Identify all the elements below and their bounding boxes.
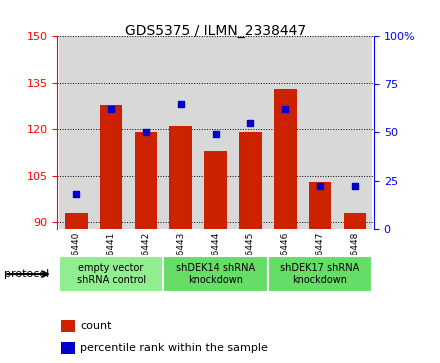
Bar (61, 342, 75, 354)
Bar (59, 256, 163, 292)
Bar (198, 36, 233, 229)
Point (247, 120, 254, 126)
Bar (59, 36, 94, 229)
Bar (61, 320, 75, 333)
Bar (128, 36, 163, 229)
Point (108, 106, 115, 112)
Bar (169, 126, 192, 229)
Bar (100, 105, 122, 229)
Bar (268, 256, 372, 292)
Point (316, 183, 323, 189)
Bar (94, 36, 128, 229)
Text: shDEK17 shRNA
knockdown: shDEK17 shRNA knockdown (280, 263, 359, 285)
Text: protocol: protocol (4, 269, 50, 279)
Bar (233, 36, 268, 229)
Point (351, 183, 358, 189)
Bar (303, 36, 337, 229)
Text: GDS5375 / ILMN_2338447: GDS5375 / ILMN_2338447 (125, 24, 306, 38)
Text: percentile rank within the sample: percentile rank within the sample (81, 343, 268, 353)
Bar (268, 36, 303, 229)
Bar (204, 151, 227, 229)
Bar (163, 36, 198, 229)
Bar (337, 36, 372, 229)
Text: count: count (81, 321, 112, 331)
Point (212, 131, 219, 137)
Bar (135, 132, 157, 229)
Point (282, 106, 289, 112)
Point (177, 101, 184, 107)
Bar (309, 182, 331, 229)
Text: empty vector
shRNA control: empty vector shRNA control (77, 263, 146, 285)
Text: shDEK14 shRNA
knockdown: shDEK14 shRNA knockdown (176, 263, 255, 285)
Bar (274, 89, 297, 229)
Point (73, 191, 80, 197)
Bar (239, 132, 262, 229)
Point (143, 130, 150, 135)
Bar (163, 256, 268, 292)
Bar (344, 213, 366, 229)
Bar (65, 213, 88, 229)
